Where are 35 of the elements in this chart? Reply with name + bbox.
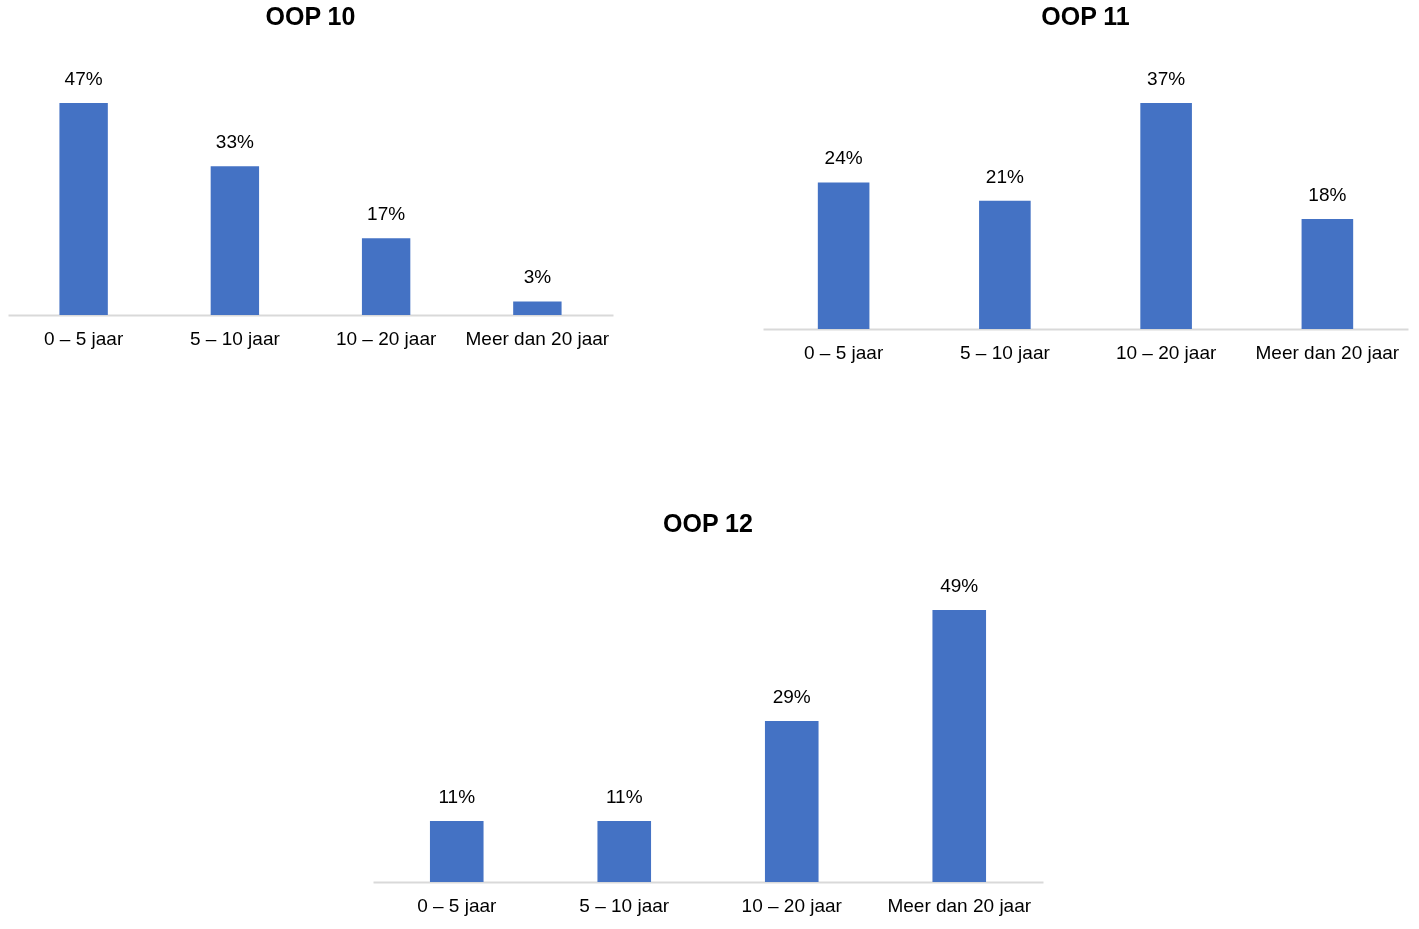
data-label: 24% [824,147,863,169]
x-tick-label: 10 – 20 jaar [1115,341,1217,363]
bar [1140,103,1192,329]
x-tick-label: 5 – 10 jaar [959,341,1051,363]
chart-title: OOP 12 [663,509,753,537]
x-tick-label: 0 – 5 jaar [804,341,884,363]
data-label: 11% [438,785,476,807]
data-label: 33% [215,131,254,153]
x-tick-label: Meer dan 20 jaar [887,894,1032,916]
bar [361,238,411,315]
bar [979,200,1031,329]
data-label: 29% [772,686,811,708]
x-tick-label: Meer dan 20 jaar [1255,341,1400,363]
x-tick-label: 5 – 10 jaar [579,894,670,916]
x-tick-label: 10 – 20 jaar [741,894,843,916]
data-label: 18% [1308,184,1347,206]
bar [513,301,562,315]
data-label: 21% [985,165,1024,187]
data-label: 17% [367,203,406,225]
data-label: 11% [605,785,643,807]
data-label: 47% [64,68,103,89]
bar [817,182,870,329]
bar [59,103,108,315]
data-label: 37% [1147,68,1186,89]
bar [1301,219,1354,329]
x-tick-label: 5 – 10 jaar [189,327,281,349]
chart-title: OOP 11 [1041,2,1130,30]
data-label: 3% [523,266,552,288]
x-tick-label: 10 – 20 jaar [335,327,437,349]
x-tick-label: 0 – 5 jaar [44,327,124,349]
bar [210,166,260,315]
chart-title: OOP 10 [265,2,356,30]
x-tick-label: 0 – 5 jaar [417,894,498,916]
x-tick-label: Meer dan 20 jaar [465,327,610,349]
data-label: 49% [940,575,979,596]
